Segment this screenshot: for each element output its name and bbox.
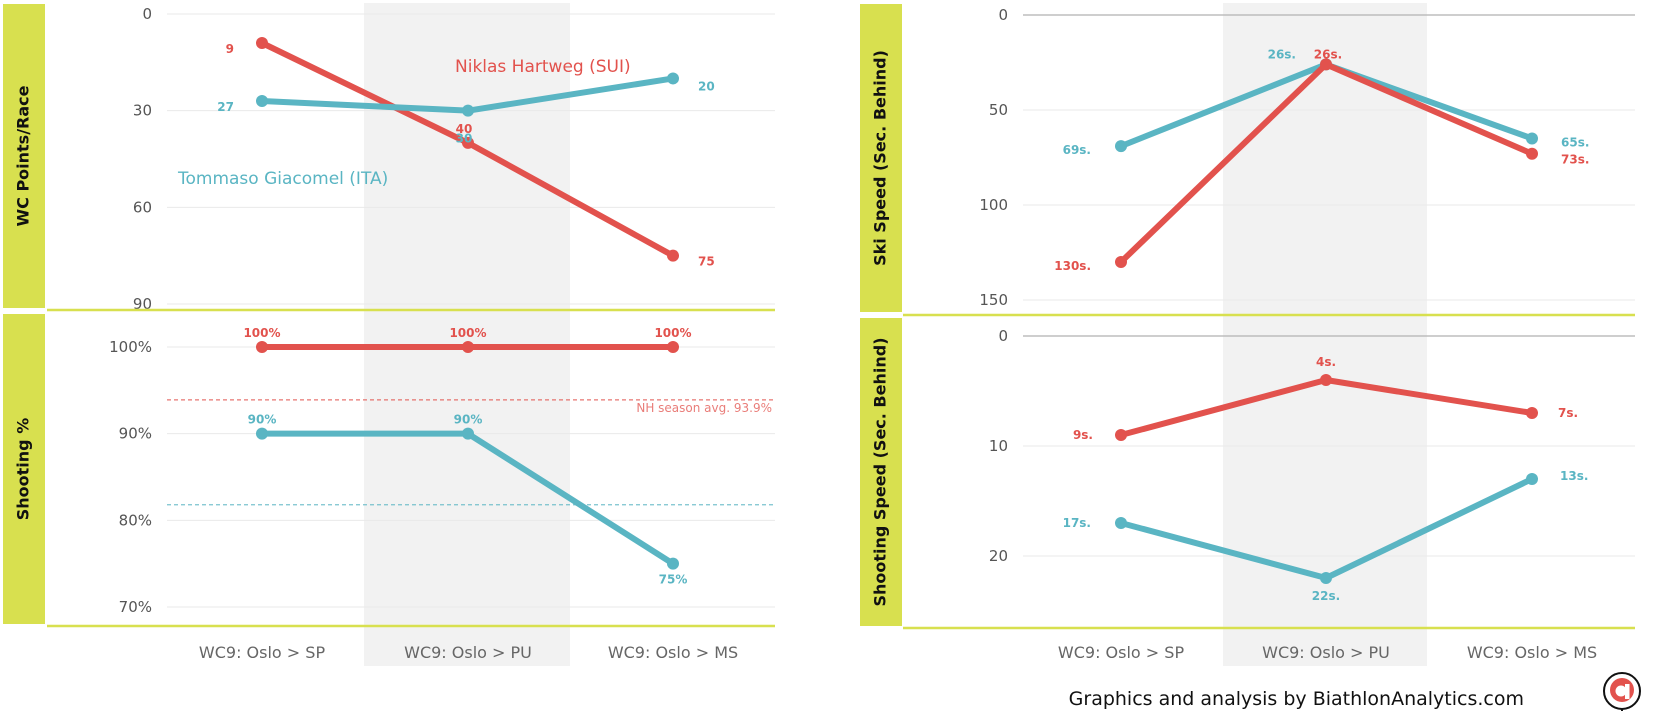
data-label: 75% [659, 573, 688, 587]
data-label: 26s. [1268, 47, 1296, 61]
y-tick-label: 20 [989, 547, 1008, 565]
y-tick-label: 0 [142, 5, 152, 23]
data-label: 30 [456, 132, 473, 146]
data-point [462, 427, 474, 440]
highlight-column-right [1223, 3, 1427, 666]
data-label: 73s. [1561, 153, 1589, 167]
data-point [667, 557, 679, 570]
data-label: 9 [226, 42, 234, 56]
y-tick-label: 0 [998, 327, 1008, 345]
y-tick-label: 100% [109, 338, 152, 356]
data-label: 17s. [1063, 516, 1091, 530]
data-point [1320, 374, 1332, 386]
reference-line-label: NH season avg. 93.9% [636, 401, 772, 415]
data-label: 65s. [1561, 136, 1589, 150]
y-tick-label: 80% [119, 511, 152, 529]
panel-label-band [3, 314, 45, 624]
data-label: 7s. [1558, 406, 1578, 420]
x-category-label: WC9: Oslo > SP [199, 643, 326, 662]
panel-label-band [3, 4, 45, 308]
data-point [1115, 140, 1127, 153]
data-point [462, 136, 474, 149]
data-label: 40 [456, 122, 473, 136]
y-tick-label: 30 [133, 102, 152, 120]
data-label: 26s. [1314, 47, 1342, 61]
series-name-label: Tommaso Giacomel (ITA) [177, 169, 388, 189]
biathlon-analytics-logo-icon [1603, 672, 1641, 711]
data-label: 22s. [1312, 589, 1340, 603]
panel-label-band [860, 318, 902, 626]
data-label: 100% [243, 326, 280, 340]
y-tick-label: 10 [989, 437, 1008, 455]
panel-label: Ski Speed (Sec. Behind) [871, 50, 890, 266]
data-label: 90% [248, 413, 277, 427]
x-category-label: WC9: Oslo > MS [1467, 643, 1597, 662]
data-point [462, 341, 474, 353]
x-category-label: WC9: Oslo > PU [1262, 643, 1390, 662]
data-label: 13s. [1560, 469, 1588, 483]
y-tick-label: 0 [998, 6, 1008, 24]
data-point [1526, 473, 1538, 485]
data-point [1115, 256, 1127, 268]
data-label: 4s. [1316, 355, 1336, 369]
y-tick-label: 150 [979, 291, 1008, 309]
data-label: 9s. [1073, 428, 1093, 442]
data-label: 100% [654, 326, 691, 340]
data-point [667, 249, 679, 262]
data-point [667, 72, 679, 85]
data-label: 20 [698, 79, 715, 93]
y-tick-label: 70% [119, 598, 152, 616]
panel-label: Shooting % [14, 418, 33, 520]
data-label: 130s. [1054, 259, 1091, 273]
data-point [256, 427, 268, 440]
panel-label-band [860, 4, 902, 312]
y-tick-label: 60 [133, 198, 152, 216]
x-category-label: WC9: Oslo > SP [1058, 643, 1185, 662]
footer-credit: Graphics and analysis by BiathlonAnalyti… [1068, 688, 1524, 710]
data-point [1526, 132, 1538, 145]
data-point [1115, 517, 1127, 529]
data-point [256, 37, 268, 49]
data-label: 75 [698, 255, 715, 269]
x-category-label: WC9: Oslo > MS [608, 643, 738, 662]
x-category-label: WC9: Oslo > PU [404, 643, 532, 662]
data-point [1320, 572, 1332, 584]
data-label: 90% [454, 413, 483, 427]
data-point [1320, 58, 1332, 71]
data-point [1115, 429, 1127, 441]
data-point [1526, 147, 1538, 160]
data-label: 100% [449, 326, 486, 340]
data-point [1526, 407, 1538, 419]
data-point [667, 341, 679, 353]
data-label: 27 [217, 100, 234, 114]
y-tick-label: 50 [989, 101, 1008, 119]
y-tick-label: 90% [119, 425, 152, 443]
data-label: 69s. [1063, 143, 1091, 157]
panel-label: WC Points/Race [14, 85, 33, 226]
panel-label: Shooting Speed (Sec. Behind) [871, 337, 890, 606]
data-point [256, 341, 268, 353]
series-name-label: Niklas Hartweg (SUI) [455, 57, 631, 77]
y-tick-label: 90 [133, 295, 152, 313]
y-tick-label: 100 [979, 196, 1008, 214]
data-point [256, 95, 268, 107]
data-point [462, 104, 474, 117]
